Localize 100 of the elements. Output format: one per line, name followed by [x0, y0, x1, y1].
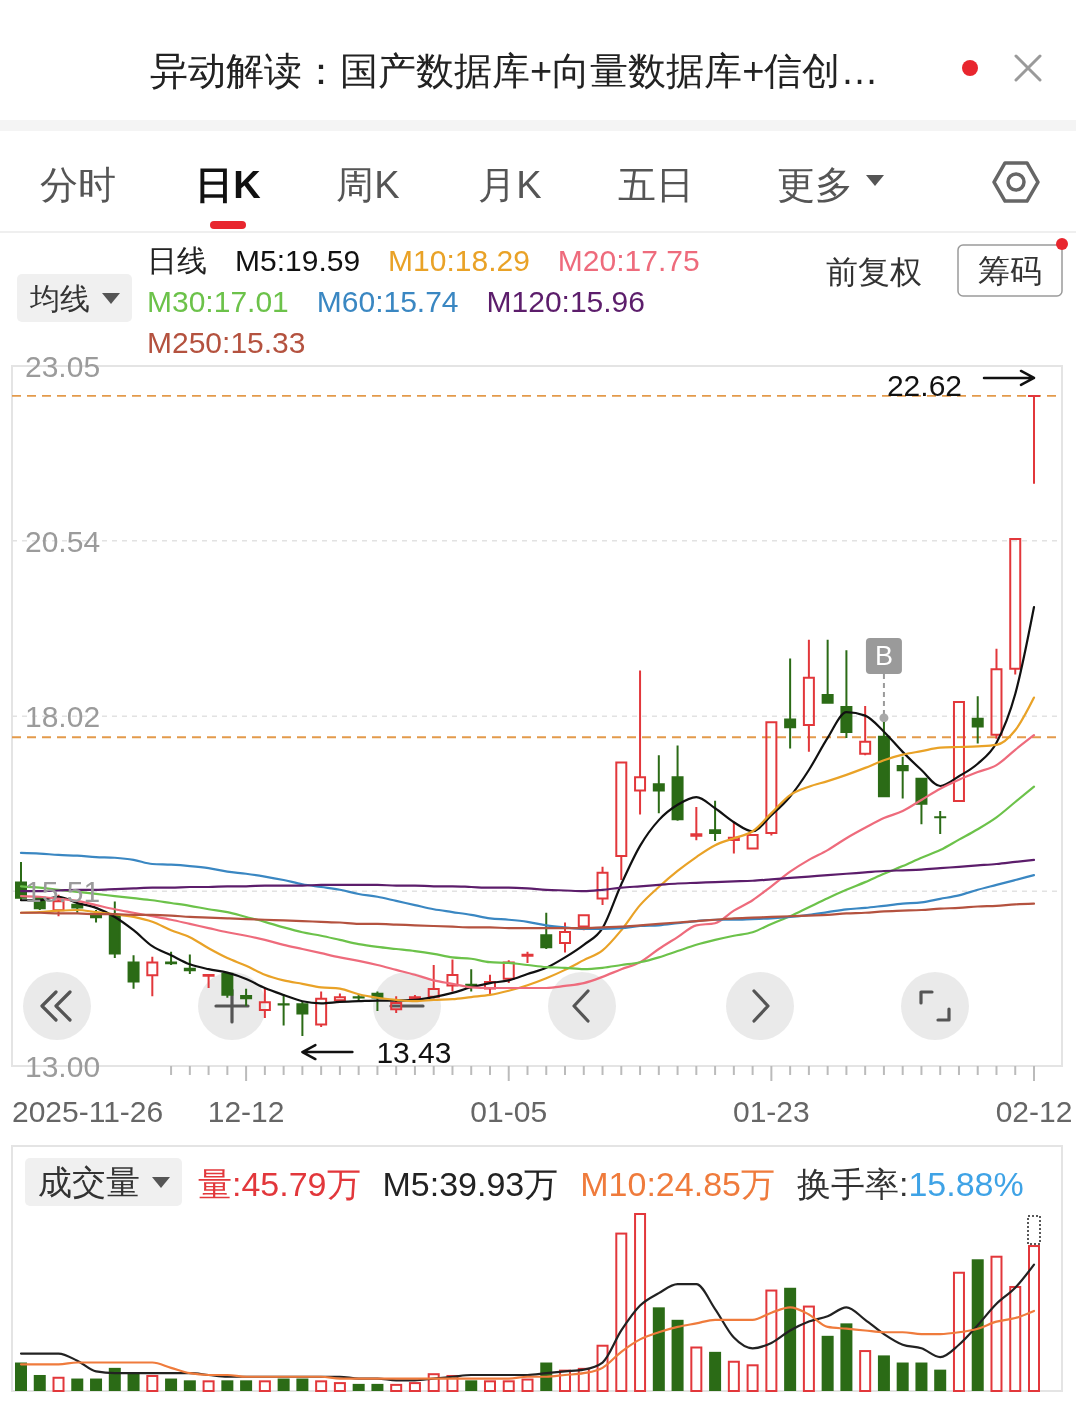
- bar: [502, 1380, 515, 1392]
- bar: [765, 1289, 778, 1392]
- text: M30:17.01: [147, 285, 289, 318]
- bar: [709, 1351, 722, 1391]
- bar: [183, 1380, 196, 1391]
- text: 月K: [478, 164, 542, 206]
- text: 成交量: [38, 1163, 140, 1201]
- line-series: [19, 734, 1036, 990]
- bar: [127, 1373, 140, 1391]
- bar: [859, 1350, 872, 1392]
- bar: [52, 1376, 65, 1392]
- bar: [971, 1259, 984, 1391]
- x-tick-label: 12-12: [207, 1095, 285, 1128]
- candlestick: [483, 973, 496, 996]
- bar: [821, 1335, 834, 1391]
- candlestick: [952, 700, 965, 804]
- bar: [296, 1378, 309, 1391]
- bar: [877, 1355, 890, 1391]
- chart-title: 异动解读：国产数据库+向量数据库+信创…: [150, 50, 879, 92]
- candlestick: [296, 1000, 309, 1038]
- bar: [33, 1374, 46, 1391]
- x-tick-label: 01-05: [470, 1095, 548, 1128]
- candlestick: [127, 954, 140, 990]
- bar: [915, 1362, 928, 1391]
- candlestick: [446, 958, 459, 993]
- candlestick: [671, 744, 684, 822]
- text: 2025-11-26: [12, 1095, 164, 1128]
- bar: [952, 1271, 965, 1392]
- text: M120:15.96: [486, 285, 645, 318]
- bar: [784, 1287, 797, 1391]
- candlestick: [521, 950, 534, 964]
- text: M250:15.33: [147, 326, 306, 359]
- bar: [15, 1362, 27, 1391]
- bar: [559, 1369, 572, 1392]
- annotation: 22.62: [886, 368, 962, 402]
- bar: [727, 1360, 740, 1392]
- annotation: B: [874, 640, 893, 671]
- bar: [690, 1346, 703, 1392]
- candlestick: [821, 638, 834, 705]
- text: M10:18.29: [388, 244, 530, 277]
- bar: [108, 1367, 121, 1391]
- candlestick: [990, 647, 1003, 740]
- bar: [671, 1319, 684, 1391]
- bar: [1028, 1245, 1040, 1392]
- text: M5:39.93万: [382, 1165, 559, 1203]
- bar: [71, 1378, 84, 1391]
- candlestick: [765, 720, 778, 837]
- candlestick: [1027, 394, 1041, 485]
- candlestick: [915, 776, 928, 826]
- x-tick-label: 01-23: [733, 1095, 810, 1128]
- candlestick: [971, 695, 984, 745]
- bar: [165, 1378, 178, 1391]
- bar: [615, 1232, 628, 1392]
- candlestick: [183, 953, 196, 976]
- candlestick: [727, 820, 740, 855]
- candlestick: [165, 950, 178, 966]
- candlestick: [859, 704, 872, 757]
- text: 五日: [618, 164, 694, 206]
- candlestick: [315, 990, 328, 1028]
- text: 更多: [777, 164, 853, 206]
- candlestick: [652, 754, 665, 815]
- candlestick: [1009, 537, 1022, 676]
- bar: [652, 1307, 665, 1391]
- candlestick: [802, 638, 815, 753]
- bar: [90, 1378, 103, 1391]
- candlestick: [277, 993, 290, 1027]
- text: 均线: [29, 281, 90, 315]
- candlestick: [896, 755, 909, 800]
- text: 换手率:15.88%: [796, 1165, 1024, 1203]
- bar: [315, 1380, 328, 1392]
- candlestick: [427, 964, 440, 998]
- bar: [577, 1367, 590, 1392]
- bar: [521, 1378, 534, 1392]
- candlestick: [596, 865, 609, 907]
- bar: [990, 1255, 1003, 1392]
- bar: [596, 1344, 609, 1392]
- bar: [446, 1374, 459, 1392]
- bar: [333, 1382, 346, 1392]
- candlestick: [615, 760, 628, 882]
- candlestick: [146, 955, 159, 998]
- bar: [352, 1383, 365, 1391]
- bar: [371, 1383, 384, 1391]
- bar: [746, 1364, 759, 1392]
- candlestick: [634, 669, 647, 816]
- y-tick-label: 18.02: [25, 699, 101, 733]
- bar: [202, 1380, 215, 1392]
- candlestick: [108, 900, 121, 960]
- candlestick: [840, 649, 853, 739]
- candlestick: [559, 921, 572, 954]
- candlestick: [258, 986, 271, 1019]
- bar: [277, 1378, 290, 1391]
- legend-title: 日线: [147, 244, 207, 277]
- candlestick: [390, 995, 403, 1015]
- candlestick: [240, 987, 253, 1008]
- bar: [802, 1305, 815, 1392]
- text: 量:45.79万: [198, 1165, 361, 1203]
- bar: [408, 1382, 421, 1392]
- bar: [1009, 1285, 1022, 1392]
- annotation: 13.43: [376, 1035, 452, 1069]
- candlestick: [690, 805, 703, 842]
